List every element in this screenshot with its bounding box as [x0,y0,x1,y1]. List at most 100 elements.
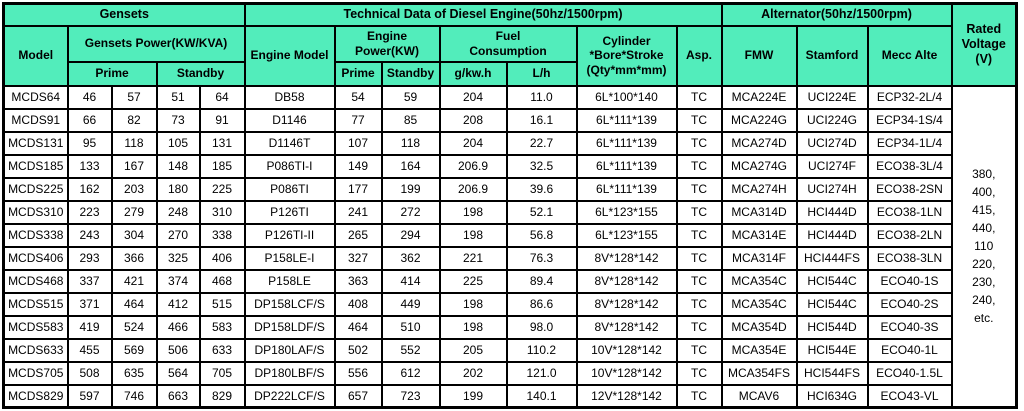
table-cell: 203 [110,176,158,202]
table-cell: 89.4 [505,268,578,294]
sub-header-row: Prime Standby Prime Standby g/kw.h L/h [4,60,1017,87]
table-cell: 633 [198,337,246,363]
table-cell: 54 [333,84,383,110]
table-cell: MCA354C [720,291,798,317]
table-cell: 510 [380,314,441,340]
table-body: MCDS64 46 57 51 64 DB58 54 59 204 11.0 6L*100*140 T… [2,84,1018,409]
table-cell: 412 [155,291,201,317]
model-cell: MCDS310 [2,199,69,225]
table-cell: 363 [333,268,383,294]
table-cell: ECP32-2L/4 [866,84,953,110]
table-row: MCDS406 293 366 325 406 P158LE-I 327 362 221 76.3… [2,245,1017,271]
table-cell: 310 [198,199,246,225]
table-cell: HCI544D [795,314,869,340]
table-cell: UCI274H [795,176,869,202]
table-cell: 198 [438,222,508,248]
table-cell: 293 [66,245,113,271]
table-cell: 464 [110,291,158,317]
table-row: MCDS225 162 203 180 225 P086TI 177 199 206.9 39.6… [2,176,1017,202]
column-header-row: Model Gensets Power(KW/KVA) Engine Model… [2,24,1017,87]
table-cell: HCI544E [795,337,869,363]
table-cell: 208 [438,107,508,133]
table-cell: 206.9 [438,153,508,179]
table-cell: 180 [155,176,201,202]
table-cell: 223 [66,199,113,225]
table-cell: 91 [198,107,246,133]
table-cell: 198 [438,291,508,317]
table-cell: 468 [198,268,246,294]
table-cell: DP180LAF/S [243,337,336,363]
table-cell: 419 [66,314,113,340]
table-cell: 118 [110,130,158,156]
table-cell: TC [675,314,723,340]
table-cell: TC [675,383,723,409]
table-cell: TC [675,130,723,156]
table-cell: 105 [155,130,201,156]
model-cell: MCDS829 [2,383,69,409]
table-cell: 241 [333,199,383,225]
model-cell: MCDS406 [2,245,69,271]
table-cell: 32.5 [505,153,578,179]
model-cell: MCDS338 [2,222,69,248]
table-cell: 829 [198,383,246,409]
table-cell: 366 [110,245,158,271]
table-cell: 612 [380,360,441,386]
table-cell: DP222LCF/S [243,383,336,409]
table-cell: 206.9 [438,176,508,202]
table-cell: 64 [198,84,246,110]
table-cell: 6L*111*139 [575,176,678,202]
table-cell: 279 [110,199,158,225]
table-cell: 107 [333,130,383,156]
table-cell: 202 [438,360,508,386]
table-cell: TC [675,199,723,225]
table-cell: 272 [380,199,441,225]
col-header-lh: L/h [505,60,578,87]
table-cell: 508 [66,360,113,386]
model-cell: MCDS91 [2,107,69,133]
table-cell: HCI544C [795,268,869,294]
table-cell: ECP34-1L/4 [866,130,953,156]
table-cell: 82 [110,107,158,133]
table-cell: 57 [110,84,158,110]
table-cell: 597 [66,383,113,409]
table-cell: ECO38-2SN [866,176,953,202]
table-cell: 8V*128*142 [575,268,678,294]
col-header-fuel-consumption: Fuel Consumption [438,24,578,63]
table-cell: 225 [438,268,508,294]
table-cell: 635 [110,360,158,386]
table-cell: 118 [380,130,441,156]
table-cell: D1146 [243,107,336,133]
table-cell: TC [675,245,723,271]
table-cell: 77 [333,107,383,133]
model-cell: MCDS185 [2,153,69,179]
table-row: MCDS310 223 279 248 310 P126TI 241 272 198 52.1 6L… [2,199,1017,225]
table-cell: ECO38-3L/4 [866,153,953,179]
table-cell: 199 [438,383,508,409]
table-cell: 6L*111*139 [575,107,678,133]
table-cell: 746 [110,383,158,409]
table-cell: 723 [380,383,441,409]
table-cell: 325 [155,245,201,271]
model-cell: MCDS131 [2,130,69,156]
table-cell: 464 [333,314,383,340]
table-cell: 221 [438,245,508,271]
col-header-model: Model [2,24,69,87]
table-cell: P158LE-I [243,245,336,271]
table-cell: 16.1 [505,107,578,133]
table-cell: 133 [66,153,113,179]
table-cell: 406 [198,245,246,271]
table-cell: P086TI [243,176,336,202]
table-cell: 76.3 [505,245,578,271]
table-cell: 657 [333,383,383,409]
model-cell: MCDS515 [2,291,69,317]
table-cell: ECO38-2LN [866,222,953,248]
model-cell: MCDS633 [2,337,69,363]
table-cell: MCA224E [720,84,798,110]
col-header-mecc-alte: Mecc Alte [866,24,953,87]
table-cell: MCA354C [720,268,798,294]
table-header: Gensets Technical Data of Diesel Engine(… [2,2,1018,87]
table-row: MCDS338 243 304 270 338 P126TI-II 265 294 198 56.… [2,222,1017,248]
table-cell: MCA354D [720,314,798,340]
table-cell: HCI634G [795,383,869,409]
model-cell: MCDS64 [2,84,69,110]
